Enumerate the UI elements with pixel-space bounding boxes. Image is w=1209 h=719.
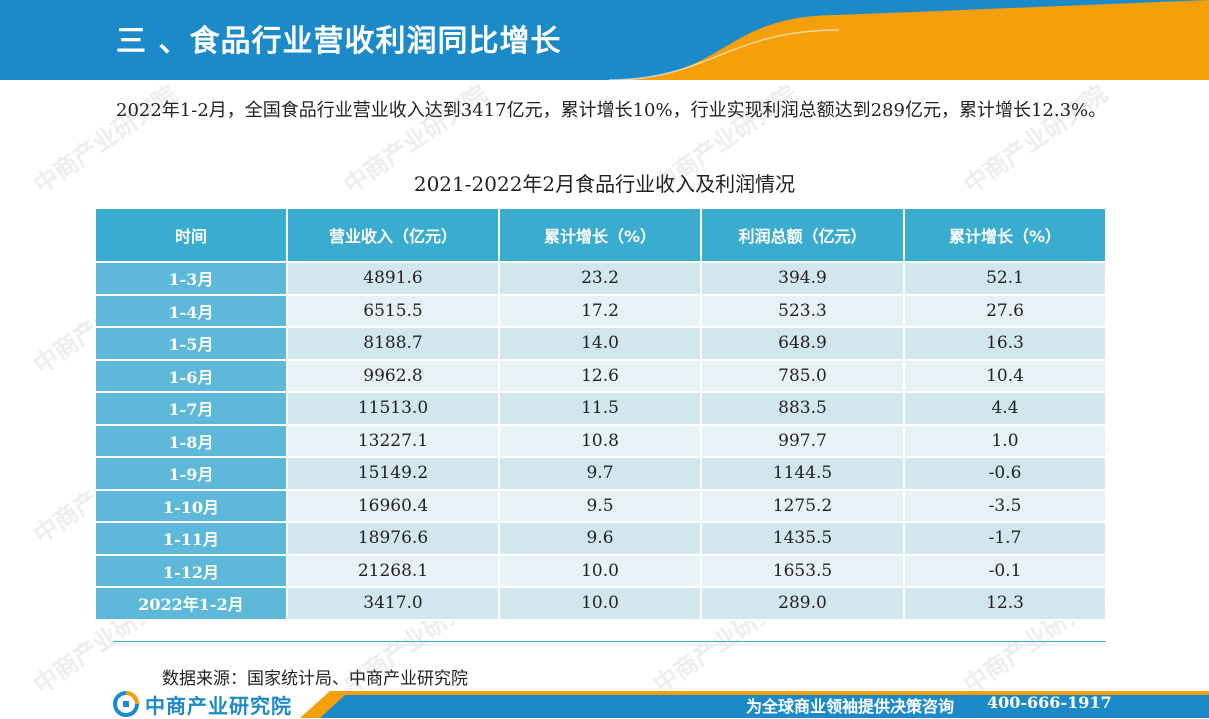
table-cell: 12.3: [905, 588, 1107, 621]
footer-phone: 400-666-1917: [987, 693, 1112, 712]
header-profit-growth: 累计增长（%）: [905, 209, 1107, 263]
table-cell: 1275.2: [702, 490, 905, 523]
table-cell: 1144.5: [702, 458, 905, 491]
row-period: 1-5月: [96, 328, 288, 361]
row-period: 1-4月: [96, 295, 288, 328]
table-cell: 4.4: [905, 393, 1107, 426]
footer-slogan: 为全球商业领袖提供决策咨询: [746, 697, 955, 716]
table-cell: 10.8: [500, 425, 702, 458]
table-cell: 18976.6: [288, 523, 500, 556]
revenue-profit-table: 时间 营业收入（亿元） 累计增长（%） 利润总额（亿元） 累计增长（%） 1-3…: [96, 209, 1107, 621]
table-cell: 17.2: [500, 295, 702, 328]
table-header-row: 时间 营业收入（亿元） 累计增长（%） 利润总额（亿元） 累计增长（%）: [96, 209, 1107, 263]
row-period: 1-12月: [96, 555, 288, 588]
table-cell: 13227.1: [288, 425, 500, 458]
logo-text: 中商产业研究院: [145, 693, 292, 718]
table-cell: 27.6: [905, 295, 1107, 328]
table-row: 1-10月 16960.4 9.5 1275.2 -3.5: [96, 490, 1107, 523]
table-cell: 11513.0: [288, 393, 500, 426]
row-period: 1-6月: [96, 360, 288, 393]
row-period: 1-7月: [96, 393, 288, 426]
table-cell: 16.3: [905, 328, 1107, 361]
table-row: 2022年1-2月 3417.0 10.0 289.0 12.3: [96, 588, 1107, 621]
table-cell: 10.4: [905, 360, 1107, 393]
table-body: 1-3月 4891.6 23.2 394.9 52.1 1-4月 6515.5 17.2 523…: [96, 263, 1107, 621]
table-cell: 1653.5: [702, 555, 905, 588]
table-row: 1-6月 9962.8 12.6 785.0 10.4: [96, 360, 1107, 393]
table-cell: 1.0: [905, 425, 1107, 458]
table-cell: 11.5: [500, 393, 702, 426]
table-cell: 523.3: [702, 295, 905, 328]
header-revenue-growth: 累计增长（%）: [500, 209, 702, 263]
table-cell: 289.0: [702, 588, 905, 621]
table-row: 1-12月 21268.1 10.0 1653.5 -0.1: [96, 555, 1107, 588]
row-period: 2022年1-2月: [96, 588, 288, 621]
header-time: 时间: [96, 209, 288, 263]
table-cell: 883.5: [702, 393, 905, 426]
table-cell: 14.0: [500, 328, 702, 361]
header-bar: 三 、食品行业营收利润同比增长: [0, 0, 1209, 80]
row-period: 1-11月: [96, 523, 288, 556]
table-row: 1-3月 4891.6 23.2 394.9 52.1: [96, 263, 1107, 296]
table-cell: 15149.2: [288, 458, 500, 491]
table-cell: 8188.7: [288, 328, 500, 361]
footer-logo: 中商产业研究院: [113, 690, 292, 718]
table-row: 1-5月 8188.7 14.0 648.9 16.3: [96, 328, 1107, 361]
table-title: 2021-2022年2月食品行业收入及利润情况: [413, 172, 796, 196]
table-cell: -1.7: [905, 523, 1107, 556]
table-cell: 23.2: [500, 263, 702, 296]
divider-line: [113, 641, 1106, 642]
table-cell: 10.0: [500, 555, 702, 588]
table-cell: -0.1: [905, 555, 1107, 588]
table-cell: 3417.0: [288, 588, 500, 621]
table-row: 1-8月 13227.1 10.8 997.7 1.0: [96, 425, 1107, 458]
row-period: 1-10月: [96, 490, 288, 523]
table-cell: 9.6: [500, 523, 702, 556]
table-cell: 394.9: [702, 263, 905, 296]
table-cell: 1435.5: [702, 523, 905, 556]
table-cell: 10.0: [500, 588, 702, 621]
header-revenue: 营业收入（亿元）: [288, 209, 500, 263]
table-cell: 997.7: [702, 425, 905, 458]
row-period: 1-8月: [96, 425, 288, 458]
source-note: 数据来源：国家统计局、中商产业研究院: [162, 669, 468, 689]
intro-paragraph: 2022年1-2月，全国食品行业营业收入达到3417亿元，累计增长10%，行业实…: [116, 100, 1107, 121]
table-cell: 4891.6: [288, 263, 500, 296]
table-row: 1-9月 15149.2 9.7 1144.5 -0.6: [96, 458, 1107, 491]
page-title: 三 、食品行业营收利润同比增长: [116, 24, 562, 59]
table-cell: 21268.1: [288, 555, 500, 588]
table-cell: 9.5: [500, 490, 702, 523]
header-accent-shape: [609, 0, 1209, 80]
table-cell: 16960.4: [288, 490, 500, 523]
table-row: 1-7月 11513.0 11.5 883.5 4.4: [96, 393, 1107, 426]
table-cell: 648.9: [702, 328, 905, 361]
table-cell: 785.0: [702, 360, 905, 393]
company-logo-icon: [113, 691, 139, 717]
table-cell: 12.6: [500, 360, 702, 393]
table-cell: 9.7: [500, 458, 702, 491]
table-cell: -0.6: [905, 458, 1107, 491]
table-row: 1-11月 18976.6 9.6 1435.5 -1.7: [96, 523, 1107, 556]
row-period: 1-9月: [96, 458, 288, 491]
table-cell: 52.1: [905, 263, 1107, 296]
header-profit: 利润总额（亿元）: [702, 209, 905, 263]
table-cell: 6515.5: [288, 295, 500, 328]
row-period: 1-3月: [96, 263, 288, 296]
table-row: 1-4月 6515.5 17.2 523.3 27.6: [96, 295, 1107, 328]
table-cell: 9962.8: [288, 360, 500, 393]
footer-bar: [300, 691, 1209, 718]
table-cell: -3.5: [905, 490, 1107, 523]
